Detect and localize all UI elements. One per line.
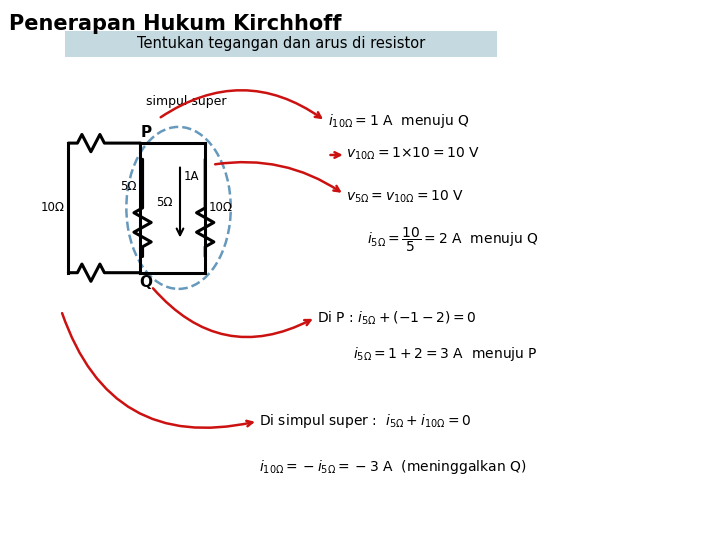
Text: $v_{5\Omega} = v_{10\Omega} = 10\ \mathrm{V}$: $v_{5\Omega} = v_{10\Omega} = 10\ \mathr… (346, 189, 464, 205)
Text: 10Ω: 10Ω (41, 201, 65, 214)
Text: 5Ω: 5Ω (120, 180, 137, 193)
Text: 1A: 1A (184, 170, 199, 183)
Text: $i_{10\Omega} = 1\ \mathrm{A}$  menuju Q: $i_{10\Omega} = 1\ \mathrm{A}$ menuju Q (328, 112, 469, 131)
Text: Di simpul super :  $i_{5\Omega} + i_{10\Omega} = 0$: Di simpul super : $i_{5\Omega} + i_{10\O… (259, 412, 472, 430)
FancyBboxPatch shape (65, 31, 497, 57)
Text: 10Ω: 10Ω (209, 201, 233, 214)
Text: Q: Q (140, 275, 153, 291)
Text: simpul super: simpul super (145, 95, 226, 108)
Text: $i_{5\Omega} = 1 + 2 = 3\ \mathrm{A}$  menuju P: $i_{5\Omega} = 1 + 2 = 3\ \mathrm{A}$ me… (353, 345, 538, 363)
Text: 5Ω: 5Ω (156, 196, 173, 209)
Text: $i_{10\Omega} = -i_{5\Omega} = -3\ \mathrm{A}$  (meninggalkan Q): $i_{10\Omega} = -i_{5\Omega} = -3\ \math… (259, 458, 526, 476)
Text: Penerapan Hukum Kirchhoff: Penerapan Hukum Kirchhoff (9, 14, 341, 33)
Text: Di P : $i_{5\Omega} + (-1-2) = 0$: Di P : $i_{5\Omega} + (-1-2) = 0$ (317, 310, 477, 327)
Text: Tentukan tegangan dan arus di resistor: Tentukan tegangan dan arus di resistor (137, 36, 425, 51)
Text: $v_{10\Omega} = 1{\times}10 = 10\ \mathrm{V}$: $v_{10\Omega} = 1{\times}10 = 10\ \mathr… (346, 146, 480, 162)
Text: $i_{5\Omega} = \dfrac{10}{5} = 2\ \mathrm{A}$  menuju Q: $i_{5\Omega} = \dfrac{10}{5} = 2\ \mathr… (367, 226, 539, 254)
Text: P: P (140, 125, 152, 140)
